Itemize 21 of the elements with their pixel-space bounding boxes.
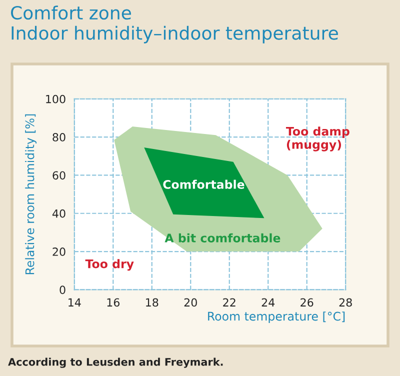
x-tick-label: 26 [300,298,314,307]
x-tick-label: 20 [184,298,197,307]
x-tick-label: 28 [339,298,352,307]
x-axis-title: Room temperature [°C] [208,312,345,323]
y-tick-label: 0 [60,286,66,294]
y-tick-label: 80 [52,133,66,142]
chart-title: Comfort zone Indoor humidity–indoor temperature [11,6,338,44]
text: According to Leusden and Freymark. [8,358,223,368]
annotation: Too damp (muggy) [286,126,350,152]
x-tick-label: 16 [107,298,120,307]
x-tick-label: 14 [68,298,81,306]
x-tick-label: 24 [262,298,275,306]
series-label: Comfortable [163,180,244,189]
y-tick-label: 60 [52,171,66,180]
x-tick-label: 22 [223,298,236,306]
y-tick-label: 20 [52,248,66,256]
y-axis-title: Relative room humidity [%] [25,114,37,274]
y-tick-label: 40 [52,209,66,218]
y-tick-label: 100 [46,94,66,104]
annotation: Too dry [85,259,134,271]
x-tick-label: 18 [146,298,158,307]
